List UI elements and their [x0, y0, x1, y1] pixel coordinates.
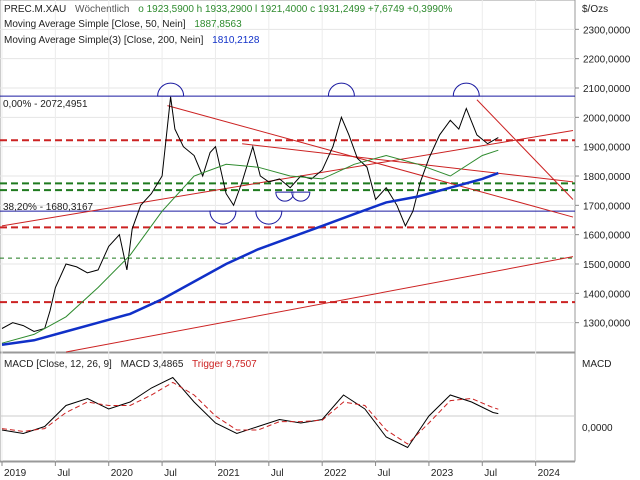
macd-panel [0, 352, 576, 462]
bottom-arc [291, 191, 311, 202]
price-legend: PREC.M.XAU Wöchentlich o 1923,5900 h 193… [4, 4, 608, 46]
y-tick-label: 1500,0000 [583, 260, 631, 271]
sma50-value: 1887,8563 [194, 19, 242, 30]
sma50-label: Moving Average Simple [Close, 50, Nein] [4, 19, 186, 30]
top-arc [157, 82, 185, 97]
x-tick-label: 2023 [431, 468, 454, 479]
macd-params: MACD [Close, 12, 26, 9] [4, 359, 112, 370]
sma50-legend: Moving Average Simple [Close, 50, Nein] … [4, 19, 242, 30]
price-line [1, 96, 499, 333]
macd-line [1, 376, 499, 449]
y-tick-label: 1300,0000 [583, 319, 631, 330]
macd-unit-label: MACD [582, 359, 611, 370]
x-tick-label: Jul [57, 468, 70, 479]
x-tick-label: Jul [484, 468, 497, 479]
trend-line [167, 105, 574, 218]
top-arc [327, 82, 355, 97]
bottom-arc [255, 210, 283, 225]
symbol-label: PREC.M.XAU Wöchentlich o 1923,5900 h 193… [4, 4, 453, 15]
trend-line [65, 256, 574, 353]
y-tick-label: 1600,0000 [583, 231, 631, 242]
x-tick-label: 2019 [4, 468, 27, 479]
ohlc-readout: o 1923,5900 h 1933,2900 l 1921,4000 c 19… [138, 4, 452, 15]
trigger-line [1, 381, 499, 445]
y-tick-label: 2100,0000 [583, 84, 631, 95]
x-tick-label: 2022 [324, 468, 347, 479]
bottom-arc [209, 210, 237, 225]
fib-top-label: 0,00% - 2072,4951 [3, 99, 88, 110]
symbol-name: PREC.M.XAU [4, 4, 66, 15]
sma200-line [1, 171, 499, 346]
y-tick-label: 1400,0000 [583, 289, 631, 300]
y-tick-label: 2300,0000 [583, 25, 631, 36]
sma200-label: Moving Average Simple(3) [Close, 200, Ne… [4, 35, 204, 46]
x-tick-label: 2024 [538, 468, 561, 479]
y-tick-label: 2000,0000 [583, 113, 631, 124]
trend-line [1, 130, 574, 227]
macd-legend: MACD [Close, 12, 26, 9] MACD 3,4865 Trig… [4, 359, 613, 434]
trend-line [242, 143, 574, 183]
unit-label: $/Ozs [582, 4, 608, 15]
trigger-value: Trigger 9,7507 [192, 359, 257, 370]
macd-label: MACD [Close, 12, 26, 9] MACD 3,4865 Trig… [4, 359, 257, 370]
x-tick-label: Jul [271, 468, 284, 479]
macd-value: MACD 3,4865 [121, 359, 184, 370]
interval-label: Wöchentlich [75, 4, 129, 15]
y-tick-label: 1900,0000 [583, 143, 631, 154]
x-tick-label: 2020 [111, 468, 134, 479]
sma200-value: 1810,2128 [212, 35, 260, 46]
fib-mid-label: 38,20% - 1680,3167 [3, 202, 94, 213]
x-tick-label: 2021 [217, 468, 240, 479]
sma200-legend: Moving Average Simple(3) [Close, 200, Ne… [4, 35, 260, 46]
y-tick-label: 1800,0000 [583, 172, 631, 183]
sma50-line [1, 149, 499, 344]
trend-line [476, 99, 574, 200]
macd-zero-label: 0,0000 [582, 423, 613, 434]
x-tick-label: Jul [378, 468, 391, 479]
y-tick-label: 1700,0000 [583, 201, 631, 212]
top-arc [452, 82, 480, 97]
x-tick-label: Jul [164, 468, 177, 479]
y-tick-label: 2200,0000 [583, 55, 631, 66]
